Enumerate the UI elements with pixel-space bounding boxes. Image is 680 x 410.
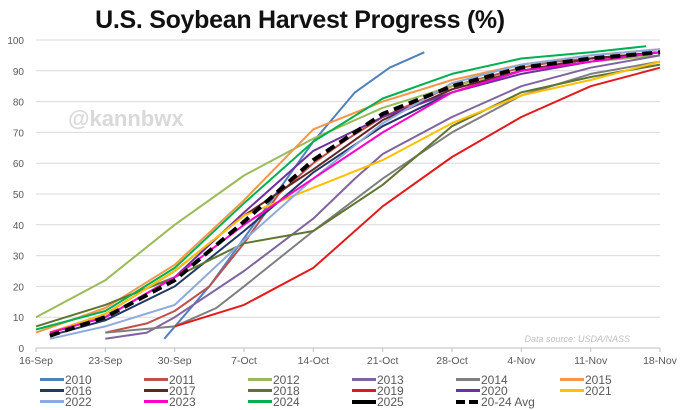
x-tick-label: 4-Nov	[507, 355, 536, 367]
legend-label: 2025	[377, 395, 404, 409]
legend-item: 2013	[352, 374, 404, 386]
legend-label: 2021	[585, 384, 612, 398]
legend-swatch	[352, 378, 376, 382]
legend-label: 20-24 Avg	[481, 395, 535, 409]
series-line-2013	[105, 54, 661, 340]
series-line-2024	[35, 45, 647, 331]
y-tick-label: 80	[13, 98, 25, 109]
legend-swatch	[560, 389, 584, 393]
y-tick-label: 100	[7, 36, 24, 47]
x-tick-label: 30-Sep	[158, 355, 192, 367]
legend-swatch	[456, 389, 480, 393]
legend-swatch	[40, 378, 64, 382]
legend-label: 2022	[65, 395, 92, 409]
legend-item: 2012	[248, 374, 300, 386]
watermark: @kannbwx	[68, 106, 184, 131]
series-line-2019	[174, 66, 661, 328]
legend-label: 2015	[585, 373, 612, 387]
legend-swatch	[352, 399, 376, 404]
x-tick-label: 18-Nov	[643, 355, 678, 367]
series-line-2015	[35, 48, 661, 334]
x-axis-ticks: 16-Sep 23-Sep 30-Sep 7-Oct 14-Oct 21-Oct 28-Oc…	[19, 348, 678, 367]
y-tick-label: 30	[13, 252, 25, 263]
legend-item: 2021	[560, 385, 612, 397]
legend-label: 2018	[273, 384, 300, 398]
x-tick-label: 21-Oct	[367, 355, 399, 367]
series-lines	[35, 45, 661, 340]
legend-swatch	[560, 378, 584, 382]
series-line-20-24-avg	[49, 50, 661, 338]
legend-item: 2020	[456, 385, 508, 397]
x-tick-label: 16-Sep	[19, 355, 53, 367]
legend-item: 20-24 Avg	[456, 396, 535, 408]
legend-label: 2024	[273, 395, 300, 409]
legend-label: 2010	[65, 373, 92, 387]
legend-swatch	[456, 378, 480, 382]
legend-label: 2023	[169, 395, 196, 409]
legend-item: 2022	[40, 396, 92, 408]
y-tick-label: 40	[13, 221, 25, 232]
y-tick-label: 10	[13, 313, 25, 324]
x-tick-label: 23-Sep	[88, 355, 122, 367]
legend-item: 2025	[352, 396, 404, 408]
legend-item: 2024	[248, 396, 300, 408]
series-line-2011	[105, 51, 661, 334]
legend-swatch	[248, 378, 272, 382]
legend-item: 2014	[456, 374, 508, 386]
x-tick-label: 28-Oct	[436, 355, 468, 367]
legend-label: 2017	[169, 384, 196, 398]
legend-swatch	[144, 389, 168, 393]
legend-label: 2012	[273, 373, 300, 387]
y-axis-ticks: 0 10 20 30 40 50 60 70 80 90 100	[7, 36, 24, 355]
legend-item: 2023	[144, 396, 196, 408]
y-tick-label: 60	[13, 159, 25, 170]
legend-item: 2016	[40, 385, 92, 397]
y-tick-label: 0	[18, 344, 24, 355]
legend-item: 2017	[144, 385, 196, 397]
chart-title: U.S. Soybean Harvest Progress (%)	[0, 6, 680, 35]
legend-swatch	[40, 400, 64, 404]
legend-label: 2019	[377, 384, 404, 398]
legend-label: 2013	[377, 373, 404, 387]
y-tick-label: 20	[13, 282, 25, 293]
legend-swatch	[248, 389, 272, 393]
legend-swatch	[456, 399, 480, 404]
legend-label: 2011	[169, 373, 195, 387]
legend-label: 2020	[481, 384, 508, 398]
legend-item: 2015	[560, 374, 612, 386]
y-tick-label: 50	[13, 190, 25, 201]
x-tick-label: 7-Oct	[231, 355, 257, 367]
legend-swatch	[248, 400, 272, 404]
legend-label: 2016	[65, 384, 92, 398]
legend-swatch	[352, 389, 376, 393]
legend-label: 2014	[481, 373, 508, 387]
series-line-2018	[35, 63, 661, 328]
y-tick-label: 70	[13, 128, 25, 139]
legend-item: 2018	[248, 385, 300, 397]
source-note: Data source: USDA/NASS	[524, 334, 630, 344]
y-tick-label: 90	[13, 67, 25, 78]
legend-swatch	[144, 378, 168, 382]
series-line-2022	[49, 48, 661, 340]
series-line-2021	[49, 60, 661, 334]
x-tick-label: 14-Oct	[298, 355, 330, 367]
chart-title-text: U.S. Soybean Harvest Progress (%)	[95, 6, 505, 34]
legend-item: 2010	[40, 374, 92, 386]
legend-item: 2019	[352, 385, 404, 397]
legend-swatch	[40, 389, 64, 393]
legend-item: 2011	[144, 374, 195, 386]
legend-swatch	[144, 400, 168, 404]
x-tick-label: 11-Nov	[574, 355, 608, 367]
